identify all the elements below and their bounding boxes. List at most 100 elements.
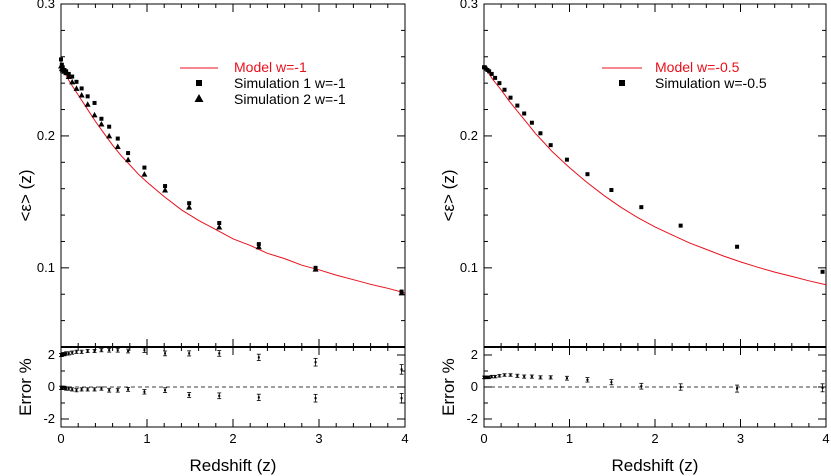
error-point <box>63 386 66 389</box>
error-point <box>93 350 96 352</box>
error-point <box>549 376 552 379</box>
data-point-square <box>487 69 492 74</box>
error-series-1 <box>59 385 404 404</box>
error-point <box>484 376 487 379</box>
data-point-square <box>489 71 494 76</box>
error-point <box>65 387 68 390</box>
error-point <box>640 385 643 388</box>
data-point-square <box>502 87 507 92</box>
x-tick-label: 0 <box>480 431 487 446</box>
y-tick-label: 0.1 <box>37 260 55 275</box>
error-point <box>67 387 70 390</box>
error-point <box>116 389 119 392</box>
data-point-square <box>564 157 569 162</box>
legend-triangle-marker <box>194 94 204 102</box>
error-point <box>530 375 533 378</box>
error-y-axis-title: Error % <box>16 358 35 416</box>
legend-square-marker <box>619 80 625 86</box>
error-point <box>314 361 317 364</box>
error-point <box>314 397 317 400</box>
error-point <box>164 352 167 355</box>
error-point <box>108 349 111 352</box>
error-y-tick-label: 2 <box>48 347 55 362</box>
main-plot-frame <box>60 3 406 348</box>
data-point-triangle <box>312 266 319 272</box>
data-point-square <box>99 116 104 121</box>
error-point <box>516 374 519 377</box>
error-point <box>75 350 78 353</box>
data-point-square <box>79 86 84 91</box>
error-point <box>67 352 70 355</box>
y-axis-title: <ε> (z) <box>16 170 35 222</box>
error-point <box>65 352 68 355</box>
error-point <box>86 350 89 352</box>
error-y-tick-label: 2 <box>471 347 478 362</box>
error-point <box>509 374 512 376</box>
error-point <box>80 350 83 353</box>
error-point <box>490 375 493 378</box>
error-point <box>586 378 589 381</box>
data-point-triangle <box>114 143 121 149</box>
data-point-square <box>163 184 168 189</box>
error-point <box>498 374 501 377</box>
x-tick-label: 3 <box>315 431 322 446</box>
series-0 <box>482 65 825 274</box>
data-point-square <box>187 201 192 206</box>
error-point <box>188 352 191 355</box>
error-point <box>61 353 64 356</box>
data-point-square <box>548 143 553 148</box>
error-y-axis-title: Error % <box>439 358 458 416</box>
data-point-triangle <box>91 111 98 118</box>
error-point <box>100 387 103 390</box>
legend-series-label: Simulation w=-0.5 <box>655 75 767 91</box>
error-point <box>143 390 146 393</box>
error-point <box>400 368 403 371</box>
main-plot-frame <box>483 3 827 348</box>
error-point <box>257 396 260 399</box>
x-tick-label: 3 <box>737 431 744 446</box>
error-series-0 <box>482 373 825 393</box>
error-point <box>218 352 221 355</box>
error-point <box>61 386 64 389</box>
data-point-square <box>59 57 63 62</box>
data-point-square <box>735 244 740 249</box>
data-point-square <box>508 95 513 100</box>
error-point <box>127 388 130 391</box>
model-curve <box>483 66 827 286</box>
error-point <box>116 349 119 352</box>
legend-model-label: Model w=-1 <box>234 59 307 75</box>
legend-model-label: Model w=-0.5 <box>655 59 740 75</box>
error-point <box>610 381 613 384</box>
series-0 <box>59 57 404 294</box>
error-point <box>108 389 111 392</box>
error-point <box>164 389 167 392</box>
x-tick-label: 4 <box>822 431 829 446</box>
data-point-triangle <box>98 121 105 127</box>
legend-series-label: Simulation 2 w=-1 <box>234 91 346 107</box>
data-point-square <box>678 223 683 228</box>
data-point-triangle <box>69 78 76 85</box>
error-point <box>63 353 66 356</box>
y-tick-label: 0.2 <box>37 128 55 143</box>
error-point <box>257 356 260 359</box>
y-tick-label: 0.2 <box>460 128 478 143</box>
legend-square-marker <box>196 80 202 86</box>
data-point-square <box>585 172 590 177</box>
x-axis-title: Redshift (z) <box>190 456 277 475</box>
error-point <box>494 375 497 378</box>
error-point <box>736 387 739 390</box>
error-point <box>71 388 74 391</box>
error-y-tick-label: 0 <box>48 379 55 394</box>
error-point <box>100 349 103 352</box>
error-point <box>127 350 130 352</box>
data-point-triangle <box>162 187 169 193</box>
data-point-square <box>70 74 75 79</box>
data-point-triangle <box>141 171 148 177</box>
data-point-square <box>74 79 79 84</box>
series-1 <box>58 63 405 296</box>
error-point <box>488 376 491 379</box>
data-point-triangle <box>65 73 72 80</box>
